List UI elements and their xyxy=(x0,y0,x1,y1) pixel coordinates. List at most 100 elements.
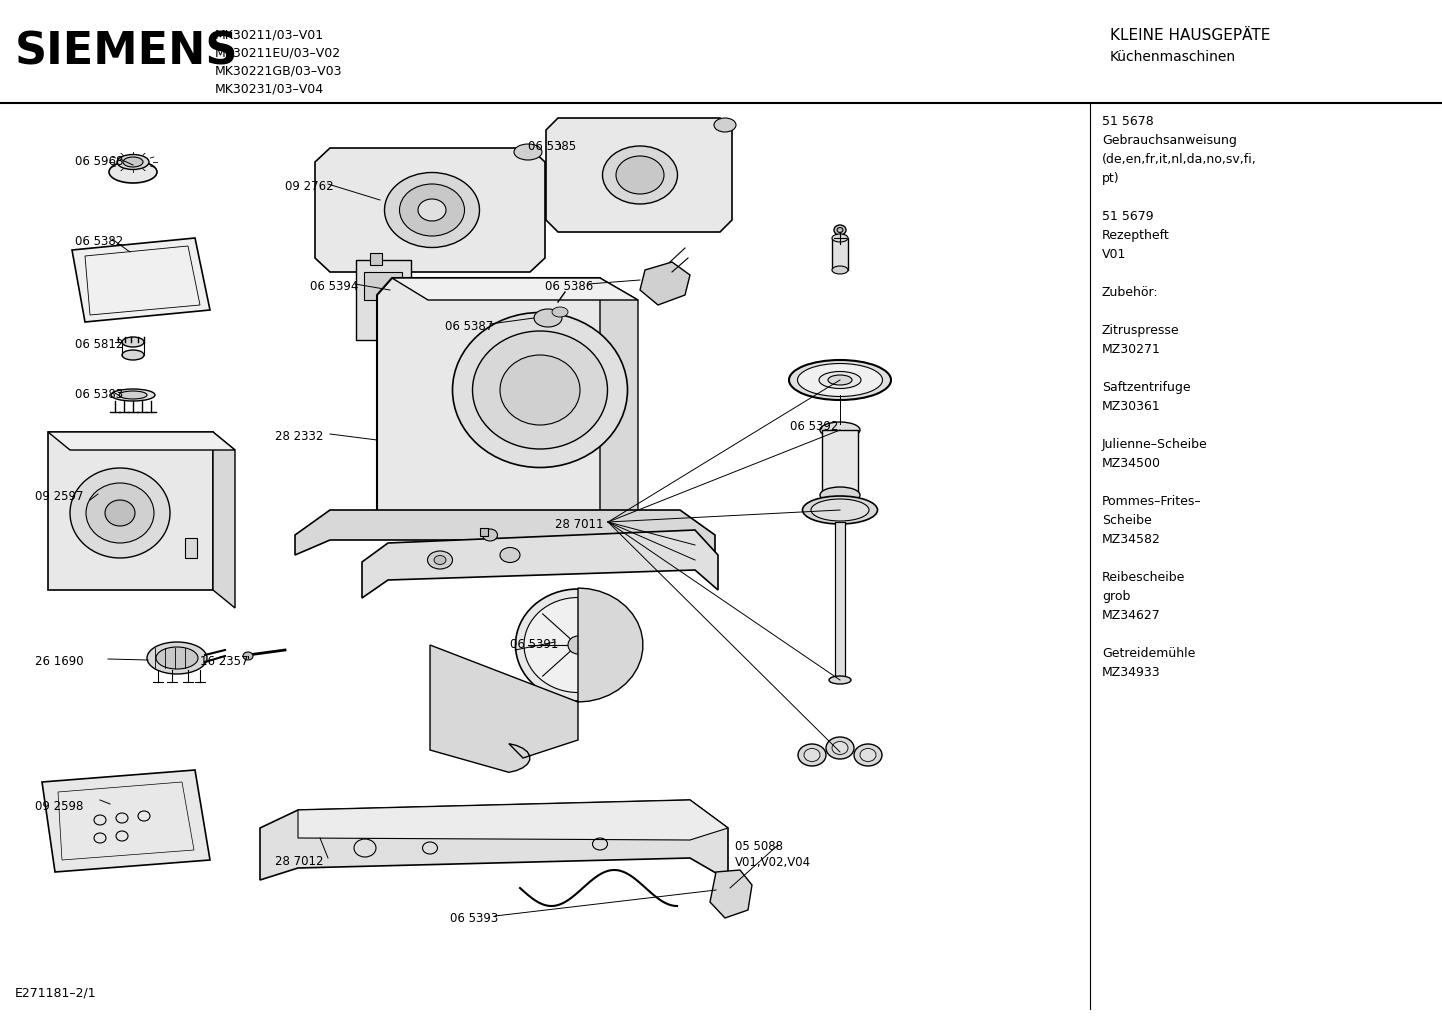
Ellipse shape xyxy=(714,118,735,132)
Text: SIEMENS: SIEMENS xyxy=(14,31,238,73)
Text: KLEINE HAUSGЕРÄTE: KLEINE HAUSGЕРÄTE xyxy=(1110,28,1270,43)
Ellipse shape xyxy=(111,389,154,401)
Bar xyxy=(371,253,382,265)
Polygon shape xyxy=(376,278,614,525)
Bar xyxy=(185,538,198,558)
Text: 06 5391: 06 5391 xyxy=(510,638,558,651)
Ellipse shape xyxy=(854,744,883,766)
Ellipse shape xyxy=(789,360,891,400)
Bar xyxy=(822,430,858,495)
Ellipse shape xyxy=(156,647,198,669)
Text: 09 2597: 09 2597 xyxy=(35,490,84,503)
Ellipse shape xyxy=(552,307,568,317)
Text: 28 7011: 28 7011 xyxy=(555,518,604,531)
Polygon shape xyxy=(547,118,733,232)
Ellipse shape xyxy=(399,184,464,236)
Text: 05 5088
V01,V02,V04: 05 5088 V01,V02,V04 xyxy=(735,840,810,869)
Ellipse shape xyxy=(483,529,497,541)
Text: 06 5385: 06 5385 xyxy=(528,140,577,153)
Bar xyxy=(48,432,213,590)
Text: 06 5382: 06 5382 xyxy=(75,235,123,248)
Text: 09 2762: 09 2762 xyxy=(286,180,333,193)
Bar xyxy=(832,238,848,270)
Ellipse shape xyxy=(117,155,149,169)
Ellipse shape xyxy=(826,737,854,759)
Ellipse shape xyxy=(473,331,607,449)
Ellipse shape xyxy=(832,234,848,242)
Text: Küchenmaschinen: Küchenmaschinen xyxy=(1110,50,1236,64)
Text: 28 7012: 28 7012 xyxy=(275,855,323,868)
Ellipse shape xyxy=(123,350,144,360)
Ellipse shape xyxy=(105,500,136,526)
Ellipse shape xyxy=(603,146,678,204)
Text: 06 5812: 06 5812 xyxy=(75,338,124,351)
Polygon shape xyxy=(314,148,545,272)
Text: 09 2598: 09 2598 xyxy=(35,800,84,813)
Ellipse shape xyxy=(87,483,154,543)
Text: 06 5968: 06 5968 xyxy=(75,155,124,168)
Ellipse shape xyxy=(123,157,143,167)
Ellipse shape xyxy=(120,391,147,399)
Ellipse shape xyxy=(803,496,878,524)
Ellipse shape xyxy=(385,172,480,248)
Ellipse shape xyxy=(820,422,859,438)
Ellipse shape xyxy=(515,589,640,701)
Ellipse shape xyxy=(832,742,848,754)
Polygon shape xyxy=(72,238,211,322)
Ellipse shape xyxy=(110,161,157,183)
Bar xyxy=(363,272,402,300)
Ellipse shape xyxy=(810,499,870,521)
Ellipse shape xyxy=(616,156,663,194)
Ellipse shape xyxy=(836,227,844,232)
Ellipse shape xyxy=(820,487,859,503)
Bar xyxy=(480,528,487,536)
Ellipse shape xyxy=(859,749,875,761)
Text: 26 1690: 26 1690 xyxy=(35,655,84,668)
Ellipse shape xyxy=(147,642,208,674)
Ellipse shape xyxy=(829,676,851,684)
Ellipse shape xyxy=(534,309,562,327)
Ellipse shape xyxy=(427,551,453,569)
Text: 06 5383: 06 5383 xyxy=(75,388,123,401)
Polygon shape xyxy=(213,432,235,608)
Polygon shape xyxy=(296,510,715,555)
Polygon shape xyxy=(362,530,718,598)
Text: 06 5387: 06 5387 xyxy=(446,320,493,333)
Ellipse shape xyxy=(797,364,883,396)
Ellipse shape xyxy=(453,313,627,468)
Text: 06 5393: 06 5393 xyxy=(450,912,499,925)
Text: 28 2332: 28 2332 xyxy=(275,430,323,443)
Ellipse shape xyxy=(805,749,820,761)
Ellipse shape xyxy=(123,337,144,347)
Ellipse shape xyxy=(523,597,632,693)
Ellipse shape xyxy=(71,468,170,558)
Ellipse shape xyxy=(832,266,848,274)
Text: 06 5394: 06 5394 xyxy=(310,280,359,293)
Text: E271181–2/1: E271181–2/1 xyxy=(14,986,97,999)
Ellipse shape xyxy=(513,144,542,160)
Ellipse shape xyxy=(568,636,588,654)
Polygon shape xyxy=(600,278,637,528)
Text: MK30211/03–V01
MK30211EU/03–V02
MK30221GB/03–V03
MK30231/03–V04: MK30211/03–V01 MK30211EU/03–V02 MK30221G… xyxy=(215,28,343,95)
Polygon shape xyxy=(260,800,728,880)
Ellipse shape xyxy=(833,225,846,235)
Text: 16 2357: 16 2357 xyxy=(200,655,248,668)
Polygon shape xyxy=(48,432,235,450)
Ellipse shape xyxy=(418,199,446,221)
Polygon shape xyxy=(709,870,751,918)
Polygon shape xyxy=(640,262,691,305)
Ellipse shape xyxy=(500,547,521,562)
Ellipse shape xyxy=(828,375,852,385)
Ellipse shape xyxy=(500,355,580,425)
Ellipse shape xyxy=(797,744,826,766)
Text: 06 5392: 06 5392 xyxy=(790,420,838,433)
Polygon shape xyxy=(392,278,637,300)
Text: 06 5386: 06 5386 xyxy=(545,280,593,293)
Text: 51 5678
Gebrauchsanweisung
(de,en,fr,it,nl,da,no,sv,fi,
pt)

51 5679
Rezeptheft
: 51 5678 Gebrauchsanweisung (de,en,fr,it,… xyxy=(1102,115,1257,679)
Ellipse shape xyxy=(434,555,446,565)
Ellipse shape xyxy=(244,652,252,660)
Bar xyxy=(835,522,845,682)
Polygon shape xyxy=(430,588,643,772)
Bar xyxy=(356,260,411,340)
Ellipse shape xyxy=(819,372,861,388)
